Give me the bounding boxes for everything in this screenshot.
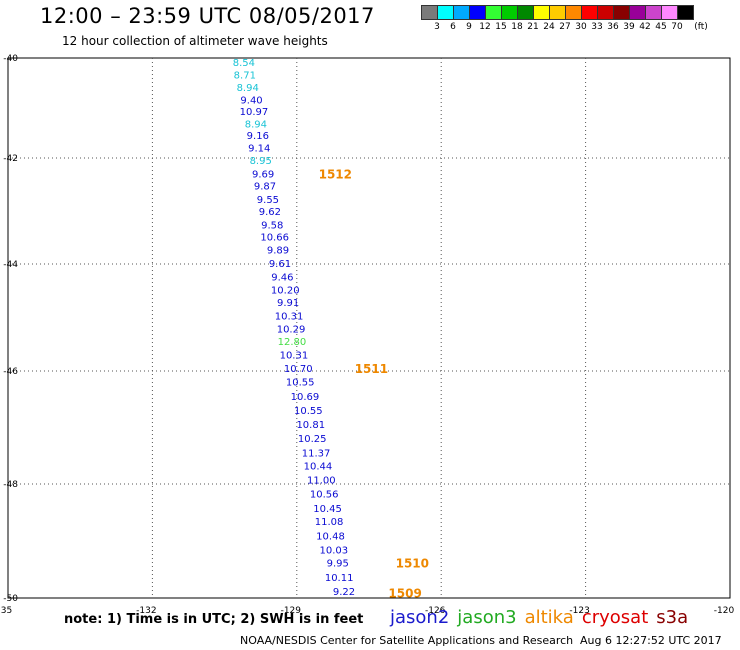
legend-label: 21 bbox=[527, 22, 539, 32]
color-legend: 3 6 9 12 15 18 21 24 27 30 33 36 39 42 45 70 (ft) bbox=[421, 5, 708, 32]
wave-height-value: 9.95 bbox=[327, 559, 349, 570]
map-frame bbox=[7, 57, 731, 599]
satellite-s3a: s3a bbox=[656, 607, 689, 628]
lon-tick-label: -129 bbox=[281, 606, 302, 616]
wave-height-value: 10.03 bbox=[320, 546, 349, 557]
legend-labels: 3 6 9 12 15 18 21 24 27 30 33 36 39 42 45 70 (ft) bbox=[421, 22, 740, 36]
generated-timestamp: Aug 6 12:27:52 UTC 2017 bbox=[580, 634, 722, 647]
wave-height-value: 9.16 bbox=[247, 131, 269, 142]
pass-time-label: 1512 bbox=[319, 167, 352, 181]
legend-swatch bbox=[677, 5, 694, 20]
wave-height-value: 8.54 bbox=[233, 58, 255, 69]
wave-height-value: 11.37 bbox=[302, 448, 331, 459]
legend-label: 33 bbox=[591, 22, 603, 32]
lat-tick-label: -46 bbox=[3, 367, 18, 377]
legend-label: 70 bbox=[671, 22, 683, 32]
wave-height-value: 10.69 bbox=[291, 392, 320, 403]
wave-height-value: 10.48 bbox=[316, 531, 345, 542]
wave-height-value: 9.91 bbox=[277, 298, 299, 309]
lat-tick-label: -44 bbox=[3, 260, 18, 270]
wave-height-value: 9.58 bbox=[261, 220, 283, 231]
pass-time-label: 1511 bbox=[355, 362, 388, 376]
map-title: 12:00 – 23:59 UTC 08/05/2017 bbox=[40, 4, 375, 28]
wave-height-value: 8.94 bbox=[237, 83, 259, 94]
wave-height-value: 10.29 bbox=[277, 325, 306, 336]
pass-time-label: 1510 bbox=[396, 557, 429, 571]
wave-height-value: 9.22 bbox=[333, 587, 355, 598]
lon-tick-label: -135 bbox=[0, 606, 12, 616]
wave-height-value: 9.89 bbox=[267, 246, 289, 257]
lat-tick-label: -42 bbox=[3, 154, 18, 164]
legend-label: 15 bbox=[495, 22, 507, 32]
wave-height-value: 9.69 bbox=[252, 169, 274, 180]
legend-label: 3 bbox=[434, 22, 440, 32]
axis-ticks: -135 -132 -129 -126 -123 -120 -40 -42 -44 -46 -48 -… bbox=[0, 54, 734, 616]
wave-height-value: 10.31 bbox=[280, 350, 309, 361]
time-labels: 1512 1511 1510 1509 bbox=[319, 167, 429, 600]
wave-height-value: 12.80 bbox=[278, 337, 307, 348]
lon-tick-label: -123 bbox=[569, 606, 589, 616]
satellite-altika: altika bbox=[524, 607, 574, 628]
units-note: note: 1) Time is in UTC; 2) SWH is in fe… bbox=[64, 612, 364, 627]
satellite-cryosat: cryosat bbox=[581, 607, 649, 628]
legend-label: 6 bbox=[450, 22, 456, 32]
lat-tick-label: -50 bbox=[3, 594, 18, 604]
lat-tick-label: -48 bbox=[3, 480, 18, 490]
lat-tick-label: -40 bbox=[3, 54, 18, 64]
wave-height-value: 10.66 bbox=[260, 232, 289, 243]
wave-height-value: 10.44 bbox=[304, 461, 333, 472]
wave-height-value: 10.11 bbox=[325, 573, 354, 584]
legend-label: 24 bbox=[543, 22, 555, 32]
legend-swatches bbox=[421, 5, 694, 20]
legend-label: 27 bbox=[559, 22, 571, 32]
legend-label: 9 bbox=[466, 22, 472, 32]
wave-height-value: 10.97 bbox=[240, 107, 269, 118]
wave-height-value: 9.55 bbox=[257, 195, 279, 206]
wave-height-value: 11.08 bbox=[315, 517, 344, 528]
wave-height-value: 8.71 bbox=[234, 71, 256, 82]
wave-height-value: 10.45 bbox=[313, 504, 342, 515]
observations: 8.548.718.949.4010.978.949.169.148.959.6… bbox=[233, 58, 355, 598]
wave-height-value: 10.25 bbox=[298, 434, 327, 445]
lon-tick-label: -126 bbox=[425, 606, 446, 616]
lon-tick-label: -120 bbox=[714, 606, 735, 616]
wave-height-value: 10.55 bbox=[294, 406, 323, 417]
wave-height-value: 8.94 bbox=[245, 120, 267, 131]
pass-time-label: 1509 bbox=[388, 586, 421, 600]
legend-label: 42 bbox=[639, 22, 651, 32]
legend-label: 36 bbox=[607, 22, 619, 32]
wave-height-value: 9.40 bbox=[240, 96, 262, 107]
wave-height-value: 10.81 bbox=[296, 420, 325, 431]
map-subtitle: 12 hour collection of altimeter wave hei… bbox=[62, 34, 328, 48]
credit-line: NOAA/NESDIS Center for Satellite Applica… bbox=[240, 634, 574, 647]
graticule bbox=[8, 58, 730, 598]
wave-height-value: 8.95 bbox=[250, 156, 272, 167]
legend-label: 30 bbox=[575, 22, 587, 32]
wave-height-value: 10.20 bbox=[271, 286, 300, 297]
wave-height-value: 10.31 bbox=[275, 311, 304, 322]
legend-unit: (ft) bbox=[694, 22, 708, 32]
wave-height-value: 9.87 bbox=[254, 182, 276, 193]
legend-label: 39 bbox=[623, 22, 635, 32]
legend-label: 18 bbox=[511, 22, 523, 32]
satellite-jason3: jason3 bbox=[457, 607, 517, 628]
wave-height-value: 9.14 bbox=[248, 144, 270, 155]
wave-height-value: 10.55 bbox=[286, 378, 315, 389]
satellite-jason2: jason2 bbox=[390, 607, 450, 628]
wave-height-value: 10.70 bbox=[284, 364, 313, 375]
satellite-key: jason2 jason3 altika cryosat s3a bbox=[390, 607, 696, 628]
legend-label: 12 bbox=[479, 22, 491, 32]
wave-height-value: 11.00 bbox=[307, 475, 336, 486]
legend-label: 45 bbox=[655, 22, 667, 32]
wave-height-value: 9.61 bbox=[269, 259, 291, 270]
wave-height-value: 9.46 bbox=[271, 272, 293, 283]
lon-tick-label: -132 bbox=[136, 606, 156, 616]
wave-height-value: 10.56 bbox=[310, 490, 339, 501]
wave-height-value: 9.62 bbox=[259, 207, 281, 218]
